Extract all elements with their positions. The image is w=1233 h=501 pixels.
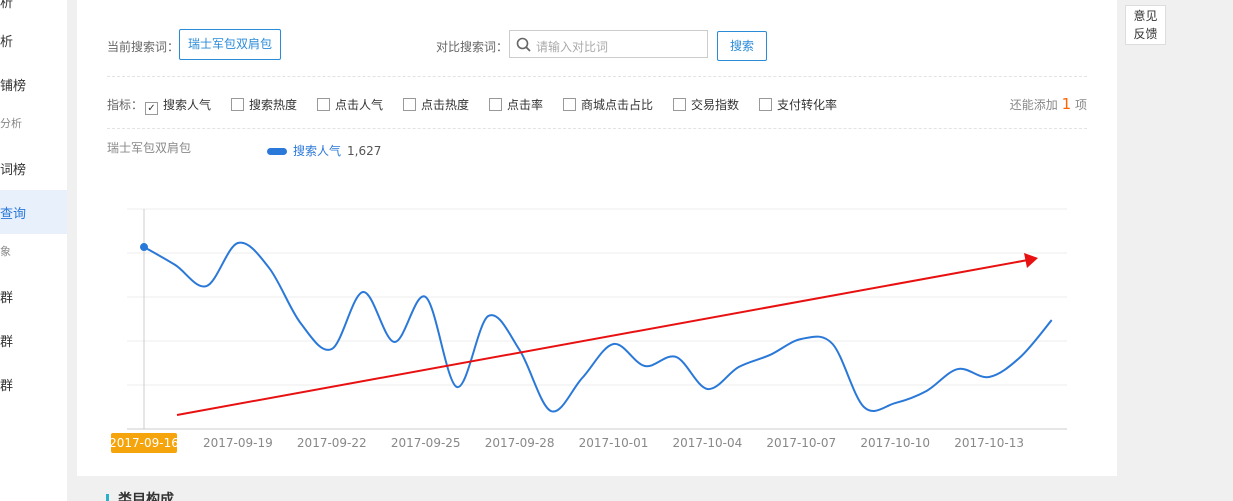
sidebar-item[interactable]: 分析 (0, 117, 22, 130)
arrow-head (1024, 253, 1038, 268)
metric-option[interactable]: 商城点击占比 (563, 96, 673, 113)
metric-text: 搜索热度 (249, 98, 298, 112)
trend-arrow (176, 259, 1029, 416)
search-icon (516, 37, 531, 52)
x-tick-label: 2017-09-28 (485, 436, 555, 450)
sidebar-item[interactable]: 词榜 (0, 163, 27, 178)
divider (107, 128, 1087, 129)
search-button[interactable]: 搜索 (717, 31, 767, 61)
sidebar-item[interactable]: 查询 (0, 207, 27, 222)
checkbox (403, 98, 416, 111)
hover-point (140, 243, 148, 252)
metric-option[interactable]: 点击热度 (403, 96, 489, 113)
metric-options: ✓ 搜索人气 搜索热度 点击人气 点击热度 点击率 商城点击占比 交易指数 支付转化率 (145, 96, 849, 115)
metric-text: 点击热度 (421, 98, 470, 112)
metric-option[interactable]: ✓ 搜索人气 (145, 96, 231, 115)
x-tick-label: 2017-10-07 (766, 436, 836, 450)
legend-name: 搜索人气 (293, 143, 341, 158)
remaining-prefix: 还能添加 (1009, 98, 1058, 112)
legend-swatch (267, 148, 287, 155)
feedback[interactable]: 意见 反馈 (1125, 5, 1166, 45)
current-label: 当前搜索词： (107, 40, 180, 54)
sidebar-item[interactable]: 群 (0, 291, 14, 306)
x-tick-label: 2017-09-25 (391, 436, 461, 450)
checkbox (317, 98, 330, 111)
checkbox (673, 98, 686, 111)
remaining: 还能添加 1 项 (1010, 95, 1087, 113)
main-panel: 当前搜索词： 瑞士军包双肩包 对比搜索词： 请输入对比词 搜索 指标： ✓ 搜索人… (77, 0, 1117, 476)
legend-value: 1,627 (347, 144, 381, 158)
metric-option[interactable]: 支付转化率 (759, 96, 849, 113)
metric-text: 搜索人气 (163, 98, 212, 112)
sidebar-item[interactable]: 象 (0, 245, 11, 258)
sidebar-item[interactable]: 析 (0, 0, 14, 11)
x-tick-label: 2017-09-19 (203, 436, 273, 450)
checkbox: ✓ (145, 102, 158, 115)
metric-option[interactable]: 搜索热度 (231, 96, 317, 113)
sidebar-item[interactable]: 铺榜 (0, 79, 27, 94)
metric-option[interactable]: 点击人气 (317, 96, 403, 113)
checkbox (489, 98, 502, 111)
sidebar-item[interactable]: 群 (0, 335, 14, 350)
remaining-suffix: 项 (1074, 98, 1087, 112)
x-tick-label: 2017-10-04 (673, 436, 743, 450)
chart-title: 瑞士军包双肩包 (107, 140, 191, 155)
checkbox (563, 98, 576, 111)
x-tick-label: 2017-10-10 (860, 436, 930, 450)
metric-option[interactable]: 点击率 (489, 96, 563, 113)
metric-text: 商城点击占比 (581, 98, 654, 112)
remaining-count: 1 (1061, 95, 1072, 113)
feedback-line: 反馈 (1133, 27, 1158, 41)
metric-text: 点击人气 (335, 98, 384, 112)
series-line (143, 241, 1053, 413)
active-bg (0, 190, 67, 234)
x-label-highlight (111, 433, 177, 453)
metric-text: 点击率 (507, 98, 544, 112)
current-term[interactable]: 瑞士军包双肩包 (179, 29, 281, 60)
compare-label: 对比搜索词： (436, 40, 509, 54)
section-title: 类目构成 (118, 491, 174, 501)
metric-text: 交易指数 (691, 98, 740, 112)
x-tick-label: 2017-09-22 (297, 436, 367, 450)
metrics-label: 指标： (107, 98, 144, 112)
feedback-line: 意见 (1133, 9, 1158, 23)
sidebar: 析析铺榜 分析 词榜 查询象群群群 (0, 0, 67, 501)
divider (107, 76, 1087, 77)
compare-input[interactable]: 请输入对比词 (509, 30, 708, 58)
sidebar-item[interactable]: 群 (0, 379, 14, 394)
metric-text: 支付转化率 (777, 98, 838, 112)
sidebar-item[interactable]: 析 (0, 35, 14, 50)
checkbox (759, 98, 772, 111)
checkbox (231, 98, 244, 111)
x-tick-label: 2017-09-16 (109, 436, 179, 450)
x-tick-label: 2017-10-13 (954, 436, 1024, 450)
placeholder: 请输入对比词 (536, 40, 609, 54)
x-tick-label: 2017-10-01 (579, 436, 649, 450)
section-marker (106, 494, 109, 501)
metric-option[interactable]: 交易指数 (673, 96, 759, 113)
